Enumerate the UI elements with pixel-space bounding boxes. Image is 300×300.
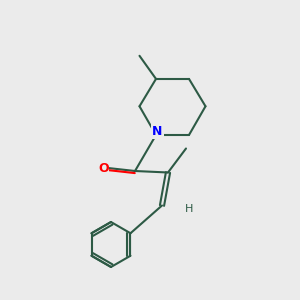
Text: O: O [98, 161, 109, 175]
Text: H: H [185, 203, 193, 214]
Text: N: N [152, 125, 163, 138]
